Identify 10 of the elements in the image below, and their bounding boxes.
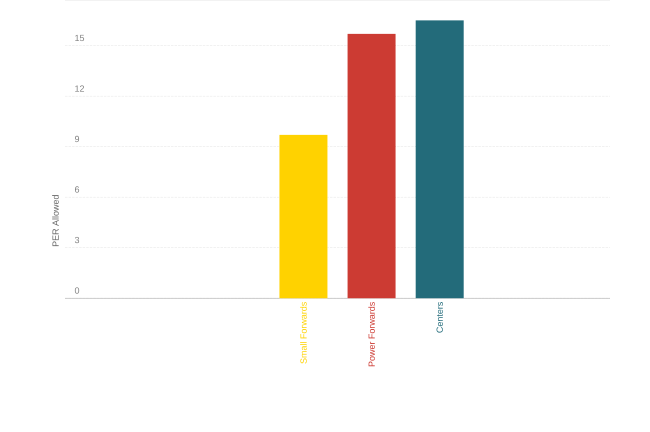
y-axis-title: PER Allowed — [52, 195, 59, 246]
x-tick-label: Centers — [436, 302, 443, 333]
y-tick-label: 9 — [74, 136, 80, 142]
y-tick-label: 12 — [75, 85, 84, 92]
y-tick-label: 15 — [75, 34, 84, 42]
x-tick-label: Power Forwards — [368, 302, 375, 366]
y-tick-label: 3 — [74, 236, 80, 244]
x-tick-label: Small Forwards — [300, 302, 307, 364]
y-tick-label: 0 — [74, 287, 80, 294]
y-tick-label: 6 — [74, 186, 80, 193]
